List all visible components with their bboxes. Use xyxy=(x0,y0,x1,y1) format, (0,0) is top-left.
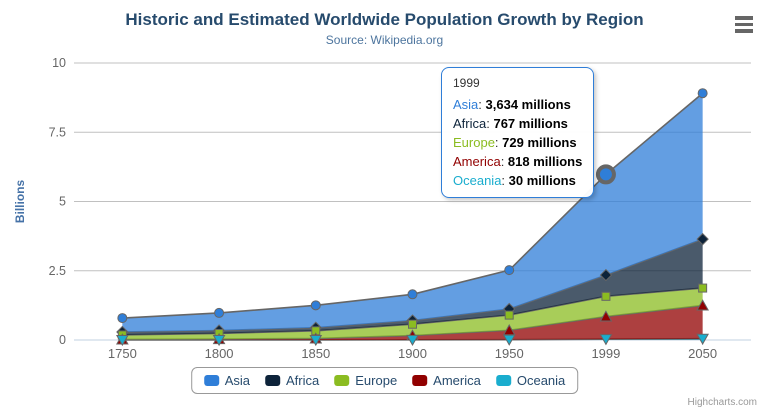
legend-label-europe: Europe xyxy=(355,373,398,388)
y-axis-label-2.5: 2.5 xyxy=(49,264,66,278)
area-asia[interactable] xyxy=(122,93,703,332)
point-marker-asia-1850[interactable] xyxy=(310,300,321,311)
point-marker-europe-1999[interactable] xyxy=(601,291,611,301)
point-marker-asia-1750[interactable] xyxy=(117,313,128,324)
tooltip-series-label: Oceania xyxy=(453,173,502,188)
legend-item-america[interactable]: America xyxy=(412,373,481,388)
point-marker-asia-2050[interactable] xyxy=(697,88,708,99)
hamburger-icon xyxy=(735,16,753,20)
point-marker-asia-1999[interactable] xyxy=(595,164,616,185)
point-marker-oceania-1950[interactable] xyxy=(502,334,516,346)
legend-item-europe[interactable]: Europe xyxy=(334,373,397,388)
point-marker-asia-1900[interactable] xyxy=(407,289,418,300)
legend-swatch-asia xyxy=(203,375,219,386)
chart-title: Historic and Estimated Worldwide Populat… xyxy=(125,10,644,29)
legend-item-asia[interactable]: Asia xyxy=(203,373,251,388)
tooltip-series-label: Asia xyxy=(453,97,479,112)
tooltip-series-value: 30 millions xyxy=(508,173,576,188)
point-marker-america-2050[interactable] xyxy=(696,299,710,311)
x-axis-label-1750: 1750 xyxy=(108,346,137,361)
area-america[interactable] xyxy=(122,305,703,340)
chart-subtitle: Source: Wikipedia.org xyxy=(325,33,444,47)
point-marker-oceania-1800[interactable] xyxy=(212,334,226,347)
legend-label-america: America xyxy=(433,373,481,388)
y-axis-label-10: 10 xyxy=(52,56,66,70)
legend-swatch-america xyxy=(412,375,428,386)
export-menu-button[interactable] xyxy=(735,16,755,36)
legend-swatch-europe xyxy=(334,375,350,386)
legend-label-asia: Asia xyxy=(224,373,251,388)
y-axis-title: Billions xyxy=(13,180,27,224)
tooltip-series-value: 3,634 millions xyxy=(485,97,571,112)
point-marker-asia-1800[interactable] xyxy=(214,307,225,318)
legend-item-oceania[interactable]: Oceania xyxy=(495,373,566,388)
legend-label-africa: Africa xyxy=(286,373,320,388)
point-marker-oceania-1750[interactable] xyxy=(115,334,129,347)
point-marker-africa-1999[interactable] xyxy=(599,268,613,282)
tooltip-series-value: 767 millions xyxy=(493,116,568,131)
point-marker-africa-2050[interactable] xyxy=(696,232,709,246)
x-axis-label-1900: 1900 xyxy=(398,346,427,361)
legend-swatch-africa xyxy=(265,375,281,386)
tooltip-series-label: Europe xyxy=(453,135,495,150)
x-axis-label-1950: 1950 xyxy=(495,346,524,361)
legend: Asia Africa Europe America Oceania xyxy=(190,367,579,394)
x-axis-label-2050: 2050 xyxy=(688,346,717,361)
area-africa[interactable] xyxy=(122,239,703,335)
point-marker-europe-1950[interactable] xyxy=(504,310,514,320)
x-axis-label-1800: 1800 xyxy=(205,346,234,361)
tooltip-series-label: America xyxy=(453,154,501,169)
tooltip-row-asia: Asia: 3,634 millions xyxy=(453,97,571,112)
point-marker-oceania-1999[interactable] xyxy=(599,334,613,346)
point-marker-europe-2050[interactable] xyxy=(698,283,708,293)
legend-label-oceania: Oceania xyxy=(516,373,566,388)
y-axis-label-0: 0 xyxy=(59,333,66,347)
tooltip-row-africa: Africa: 767 millions xyxy=(453,116,568,131)
tooltip-row-oceania: Oceania: 30 millions xyxy=(453,173,576,188)
x-axis-label-1999: 1999 xyxy=(591,346,620,361)
tooltip-row-america: America: 818 millions xyxy=(453,154,583,169)
point-marker-europe-1900[interactable] xyxy=(408,319,417,329)
tooltip-row-europe: Europe: 729 millions xyxy=(453,135,577,150)
point-marker-oceania-2050[interactable] xyxy=(696,333,710,345)
legend-swatch-oceania xyxy=(495,375,511,386)
tooltip-header: 1999 xyxy=(453,76,480,90)
point-marker-oceania-1900[interactable] xyxy=(406,334,419,347)
tooltip: 1999 Asia: 3,634 millions Africa: 767 mil… xyxy=(441,67,595,198)
y-axis-label-5: 5 xyxy=(59,195,66,209)
tooltip-series-value: 729 millions xyxy=(502,135,577,150)
y-axis-label-7.5: 7.5 xyxy=(49,125,66,139)
tooltip-series-label: Africa xyxy=(453,116,487,131)
hamburger-icon xyxy=(735,29,753,33)
legend-item-africa[interactable]: Africa xyxy=(265,373,319,388)
tooltip-series-value: 818 millions xyxy=(507,154,583,169)
credits-link[interactable]: Highcharts.com xyxy=(687,397,757,408)
point-marker-asia-1950[interactable] xyxy=(504,265,515,276)
point-marker-oceania-1850[interactable] xyxy=(309,334,323,347)
x-axis-label-1850: 1850 xyxy=(301,346,330,361)
point-marker-america-1999[interactable] xyxy=(599,310,613,322)
hamburger-icon xyxy=(735,22,753,26)
